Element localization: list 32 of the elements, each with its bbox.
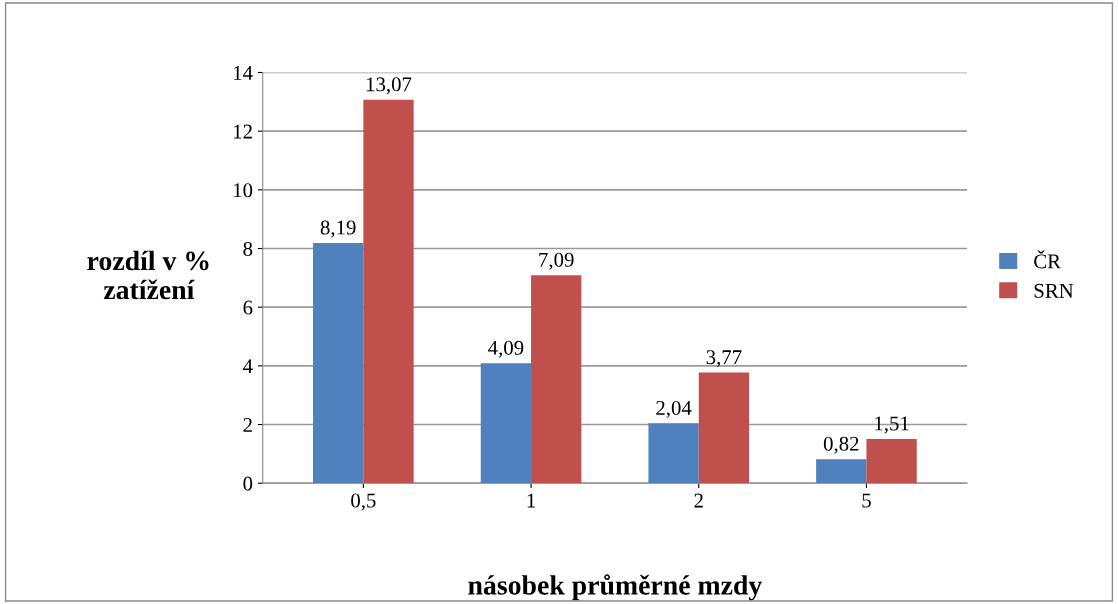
data-label: 8,19: [320, 220, 356, 238]
bar: [648, 423, 699, 484]
y-tick-label: 12: [234, 124, 252, 139]
x-tick-label: 2: [694, 493, 703, 508]
bar: [531, 275, 582, 484]
x-tick-label: 1: [527, 493, 536, 508]
x-axis-title: násobek průměrné mzdy: [468, 574, 763, 601]
data-label: 7,09: [539, 252, 574, 270]
data-label: 3,77: [706, 350, 742, 368]
data-label: 0,82: [823, 436, 859, 454]
data-label: 4,09: [488, 340, 524, 358]
data-label: 2,04: [656, 400, 692, 418]
y-tick-label: 6: [243, 300, 253, 315]
x-tick-label: 0,5: [351, 493, 376, 511]
y-tick-label: 8: [243, 241, 253, 256]
y-tick-label: 4: [243, 359, 253, 374]
x-tick-label: 5: [862, 493, 871, 508]
bar: [313, 242, 364, 484]
bar: [698, 372, 750, 484]
bar: [480, 363, 532, 484]
y-tick-label: 2: [243, 417, 252, 432]
y-tick-label: 14: [234, 65, 253, 80]
y-tick-label: 10: [234, 183, 253, 198]
data-label: 1,51: [875, 416, 909, 434]
legend-label: ČR: [1034, 250, 1061, 269]
data-label: 13,07: [366, 77, 412, 95]
bar: [866, 438, 917, 484]
bar: [363, 99, 414, 484]
bar: [816, 459, 867, 484]
y-tick-label: 0: [243, 476, 253, 491]
legend-label: SRN: [1034, 283, 1074, 298]
y-axis-title: rozdíl v % zatížení: [87, 250, 209, 300]
